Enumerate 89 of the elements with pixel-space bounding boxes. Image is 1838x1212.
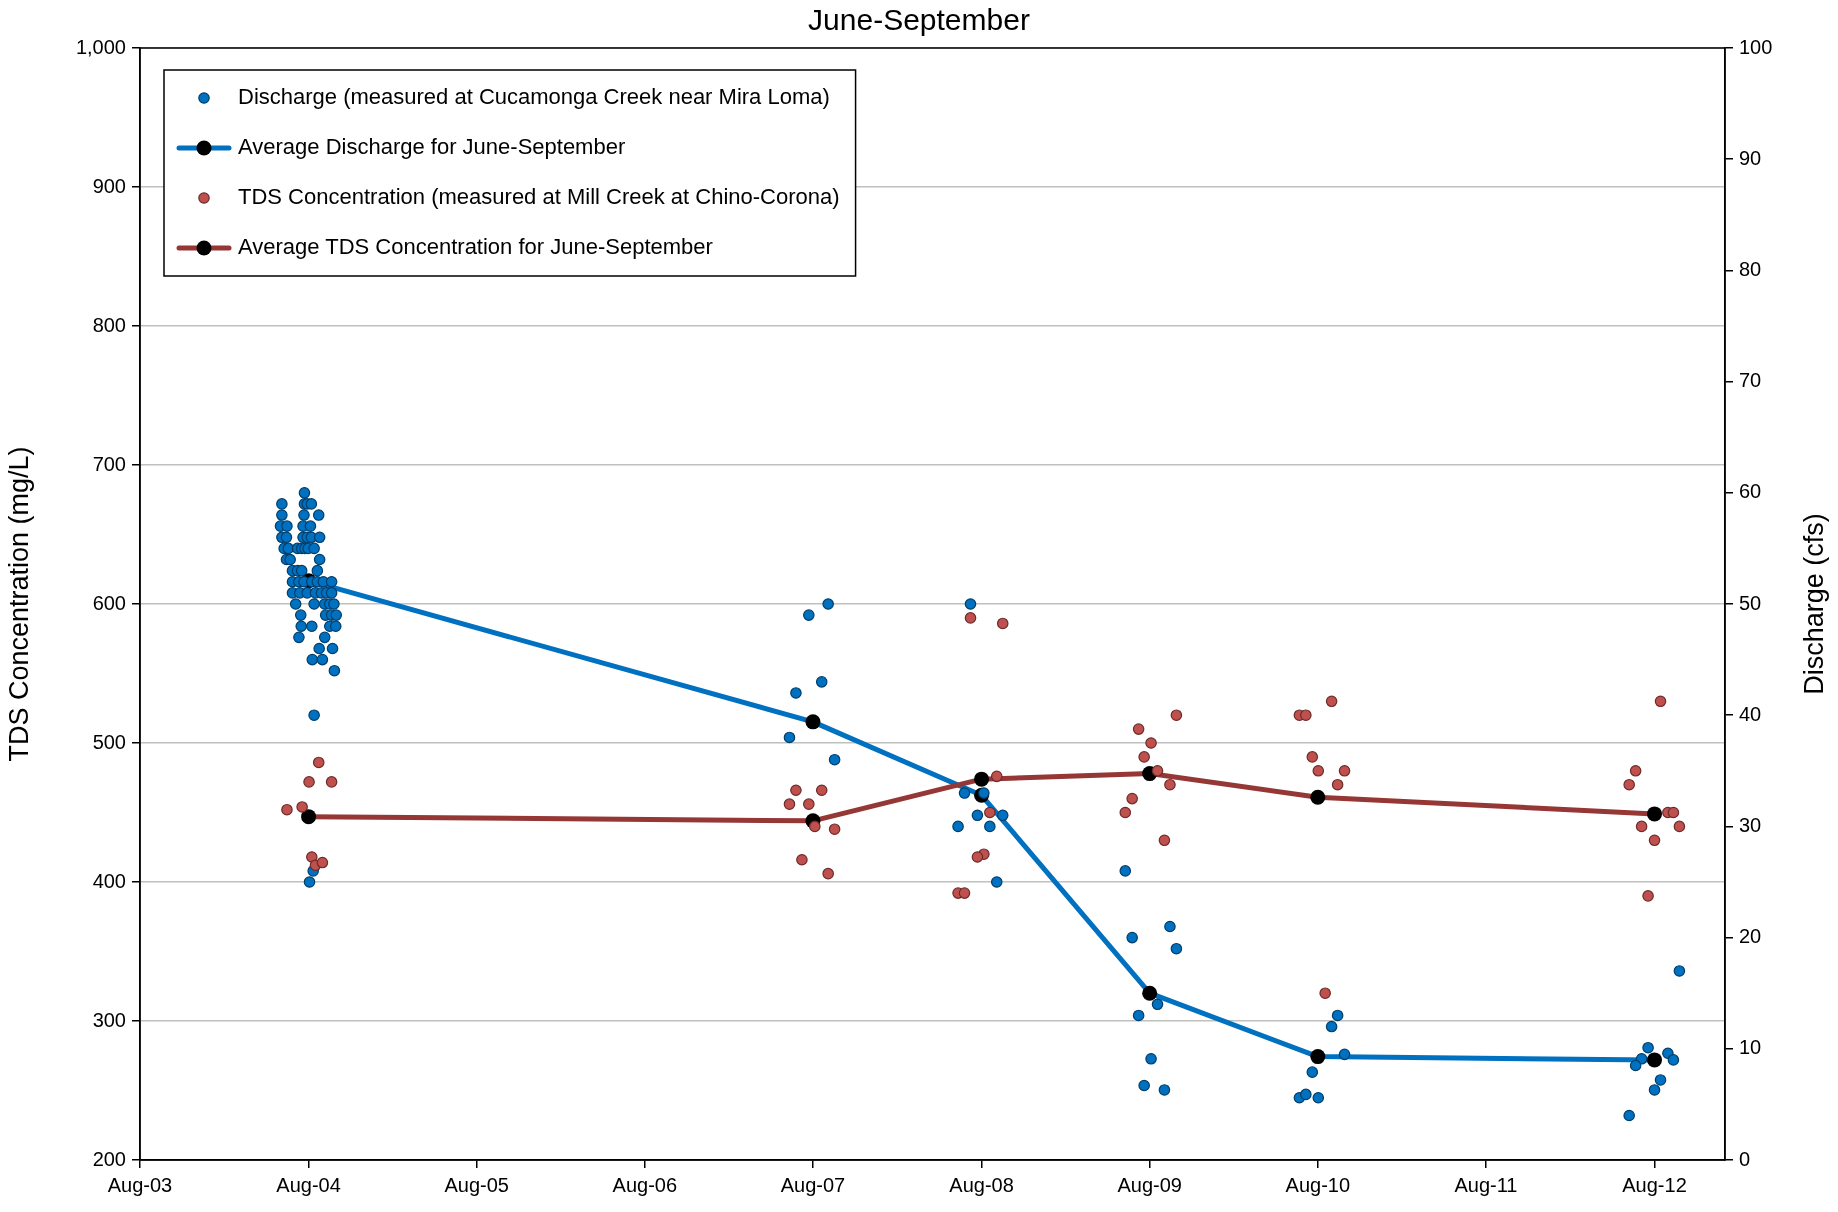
y-tick-label: 200	[92, 1147, 126, 1170]
point	[1654, 695, 1667, 708]
y2-tick-label: 100	[1739, 35, 1773, 58]
point	[1132, 723, 1145, 735]
point	[296, 801, 308, 813]
point	[1145, 737, 1157, 749]
point	[1319, 987, 1331, 999]
x-tick-label: Aug-03	[107, 1173, 173, 1196]
point	[796, 853, 808, 866]
y-tick-label: 700	[92, 452, 126, 475]
y2-tick-label: 60	[1739, 480, 1762, 503]
point	[822, 867, 834, 880]
point	[974, 771, 990, 787]
point	[325, 776, 338, 788]
x-tick-label: Aug-05	[444, 1173, 509, 1196]
y2-tick-label: 80	[1739, 257, 1762, 280]
point	[1151, 765, 1164, 777]
point	[805, 714, 821, 730]
x-tick-label: Aug-04	[276, 1173, 341, 1196]
point	[996, 617, 1009, 630]
point	[964, 612, 977, 624]
y-tick-label: 600	[92, 591, 126, 614]
point	[1648, 834, 1661, 847]
point	[301, 809, 317, 825]
x-tick-label: Aug-06	[612, 1173, 678, 1196]
point	[1142, 985, 1158, 1001]
y-tick-label: 900	[92, 174, 126, 197]
point	[1119, 806, 1132, 819]
point	[1325, 695, 1338, 708]
point	[1138, 751, 1150, 763]
point	[1647, 1052, 1663, 1068]
point	[1647, 806, 1663, 822]
point	[1673, 820, 1686, 833]
point	[1158, 834, 1171, 847]
point	[990, 770, 1003, 783]
chart-title: June-September	[808, 3, 1030, 37]
legend-label: Discharge (measured at Cucamonga Creek near Mira Loma)	[238, 84, 830, 110]
legend-label: Average Discharge for June-September	[238, 134, 626, 160]
point	[1312, 765, 1325, 777]
x-tick-label: Aug-07	[780, 1173, 846, 1196]
y-tick-label: 1,000	[75, 35, 126, 58]
point	[1623, 778, 1635, 791]
point	[783, 798, 796, 810]
point	[1306, 751, 1319, 763]
point	[1667, 806, 1680, 819]
y2-tick-label: 0	[1739, 1147, 1751, 1170]
y2-tick-label: 70	[1739, 369, 1762, 392]
point	[958, 887, 971, 899]
point	[1170, 709, 1183, 721]
legend-label: Average TDS Concentration for June-September	[238, 234, 713, 260]
x-tick-label: Aug-10	[1285, 1173, 1351, 1196]
point	[1126, 792, 1138, 805]
legend-label: TDS Concentration (measured at Mill Creek at Chino-Corona)	[238, 184, 840, 210]
point	[1635, 820, 1648, 833]
point	[1310, 1049, 1326, 1065]
y2-tick-label: 20	[1739, 925, 1762, 948]
point	[316, 856, 329, 869]
point	[815, 784, 828, 797]
point	[803, 798, 815, 810]
y2-tick-label: 30	[1739, 813, 1762, 836]
y2-tick-label: 50	[1739, 591, 1762, 614]
y-tick-label: 300	[92, 1008, 126, 1031]
y-tick-label: 500	[92, 730, 126, 753]
point	[303, 776, 315, 788]
point	[312, 756, 325, 769]
point	[1331, 778, 1344, 791]
y2-tick-label: 10	[1739, 1036, 1762, 1059]
y-tick-label: 800	[92, 313, 126, 336]
y2-tick-label: 40	[1739, 702, 1762, 725]
x-tick-label: Aug-09	[1117, 1173, 1182, 1196]
point	[1300, 709, 1312, 721]
point	[809, 820, 821, 833]
point	[1338, 765, 1351, 777]
y2-tick-label: 90	[1739, 146, 1762, 169]
point	[1629, 765, 1642, 777]
point	[828, 823, 841, 835]
y-axis-title: TDS Concentration (mg/L)	[3, 446, 34, 762]
point	[1642, 890, 1654, 902]
point	[1164, 778, 1176, 791]
y2-axis-title: Discharge (cfs)	[1799, 513, 1830, 695]
x-tick-label: Aug-08	[949, 1173, 1014, 1196]
x-tick-label: Aug-11	[1454, 1173, 1518, 1196]
x-tick-label: Aug-12	[1622, 1173, 1687, 1196]
point	[1310, 789, 1326, 805]
point	[790, 784, 802, 797]
y-tick-label: 400	[92, 869, 126, 892]
point	[984, 806, 996, 819]
point	[281, 803, 293, 816]
point	[971, 851, 984, 863]
